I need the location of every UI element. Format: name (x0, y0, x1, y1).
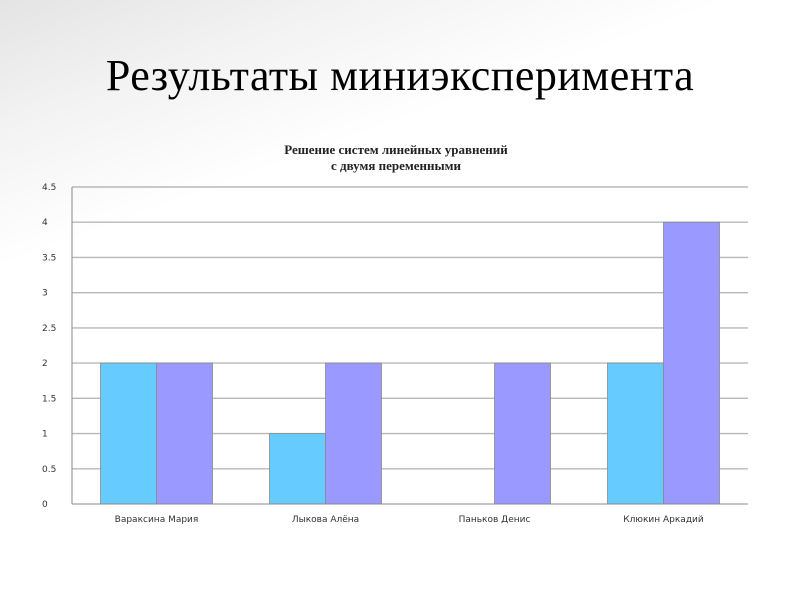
y-tick-label: 2.5 (42, 324, 56, 334)
bar (663, 221, 720, 505)
axes (71, 187, 748, 505)
y-tick-label: 1 (42, 430, 48, 440)
y-tick-label: 0.5 (42, 465, 56, 475)
slide-title: Результаты миниэксперимента (105, 51, 695, 100)
bar (494, 362, 551, 505)
x-axis-category-labels: Вараксина Мария Лыкова Алёна Паньков Денис… (115, 515, 704, 525)
y-axis-tick-labels: 0 0.5 1 1.5 2 2.5 3 3.5 4 4.5 (42, 183, 56, 510)
bar (156, 362, 213, 505)
y-tick-label: 0 (42, 500, 48, 510)
bar (269, 433, 326, 505)
x-category-label: Паньков Денис (459, 515, 531, 525)
x-category-label: Лыкова Алёна (292, 515, 359, 525)
bar (100, 362, 157, 505)
chart-title-line-1: Решение систем линейных уравнений (284, 142, 508, 157)
y-tick-label: 2 (42, 359, 48, 369)
bar (607, 362, 664, 505)
y-tick-label: 1.5 (42, 394, 56, 404)
y-tick-label: 3.5 (42, 253, 56, 263)
chart-title: Решение систем линейных уравнений с двум… (0, 142, 792, 174)
bar (325, 362, 382, 505)
y-tick-label: 4 (42, 218, 48, 228)
y-tick-label: 3 (42, 289, 48, 299)
x-category-label: Клюкин Аркадий (623, 515, 704, 525)
y-tick-label: 4.5 (42, 183, 56, 193)
x-category-label: Вараксина Мария (115, 515, 199, 525)
chart-title-line-2: с двумя переменными (331, 158, 461, 173)
bars (100, 221, 720, 505)
